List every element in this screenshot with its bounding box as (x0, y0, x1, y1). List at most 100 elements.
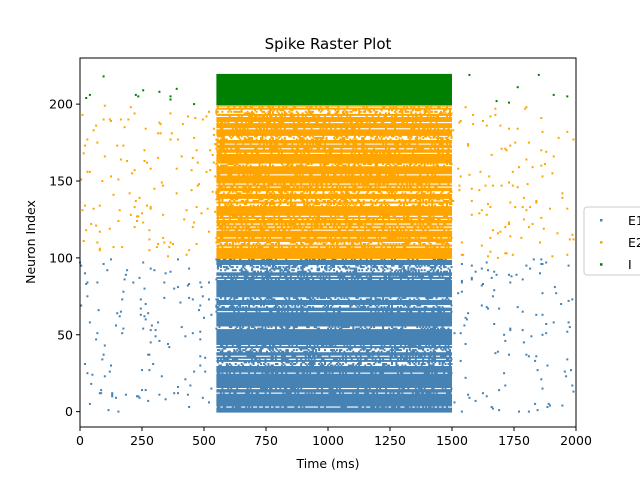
spike-dot (303, 275, 306, 278)
spike-dot (392, 163, 395, 166)
spike-dot (485, 124, 488, 127)
spike-dot (374, 164, 377, 167)
spike-dot (331, 364, 334, 367)
spike-dot (346, 326, 349, 329)
spike-dot (389, 278, 392, 281)
x-tick-label: 1750 (498, 433, 530, 448)
spike-dot (426, 115, 429, 118)
spike-dot (401, 183, 404, 186)
spike-dot (248, 361, 251, 364)
spike-dot (193, 103, 196, 106)
spike-dot (277, 218, 280, 221)
spike-dot (270, 152, 273, 155)
spike-dot (233, 164, 236, 167)
spike-dot (193, 221, 196, 224)
spike-dot (444, 363, 447, 365)
spike-band (216, 206, 452, 209)
spike-dot (380, 344, 383, 347)
spike-dot (401, 267, 404, 270)
spike-dot (276, 147, 279, 150)
spike-dot (297, 164, 300, 167)
spike-dot (227, 121, 230, 124)
spike-dot (402, 106, 405, 109)
spike-dot (225, 204, 228, 207)
spike-dot (434, 258, 437, 261)
spike-dot (443, 110, 446, 113)
spike-dot (264, 243, 267, 245)
spike-dot (443, 109, 446, 112)
spike-dot (225, 372, 228, 375)
spike-dot (379, 183, 382, 186)
spike-dot (408, 183, 411, 186)
spike-dot (252, 183, 255, 186)
spike-dot (401, 110, 404, 113)
spike-dot (236, 135, 239, 138)
spike-dot (540, 263, 543, 265)
spike-dot (258, 243, 261, 245)
spike-dot (364, 229, 367, 232)
spike-dot (285, 275, 288, 278)
spike-dot (209, 149, 212, 152)
spike-dot (322, 190, 325, 193)
spike-dot (386, 152, 389, 155)
spike-dot (222, 192, 225, 195)
spike-dot (410, 135, 413, 138)
spike-dot (407, 387, 410, 390)
spike-dot (365, 106, 368, 109)
spike-dot (383, 349, 386, 352)
spike-dot (277, 350, 280, 353)
spike-dot (255, 275, 258, 278)
spike-dot (310, 298, 313, 301)
spike-dot (379, 190, 382, 193)
spike-dot (440, 112, 443, 115)
spike-dot (224, 296, 227, 299)
spike-dot (289, 109, 292, 112)
spike-dot (248, 243, 251, 245)
spike-dot (395, 218, 398, 221)
spike-dot (419, 218, 422, 221)
spike-dot (417, 269, 420, 272)
spike-band (216, 287, 452, 290)
spike-dot (355, 275, 358, 278)
spike-dot (139, 307, 142, 310)
spike-dot (316, 269, 319, 272)
spike-dot (288, 215, 291, 218)
spike-dot (292, 204, 295, 207)
spike-dot (408, 349, 411, 352)
spike-dot (362, 110, 365, 113)
spike-dot (269, 310, 271, 313)
spike-dot (321, 173, 323, 176)
spike-dot (313, 361, 316, 364)
spike-dot (150, 324, 153, 327)
spike-dot (261, 275, 264, 278)
spike-dot (370, 135, 373, 138)
spike-dot (264, 387, 267, 390)
spike-dot (367, 109, 370, 112)
spike-dot (260, 223, 262, 225)
spike-band (216, 330, 452, 333)
spike-dot (416, 204, 419, 207)
spike-dot (251, 121, 254, 124)
spike-dot (343, 266, 346, 269)
spike-dot (116, 312, 119, 315)
spike-dot (234, 278, 237, 281)
spike-dot (234, 392, 237, 395)
spike-dot (245, 138, 248, 141)
spike-dot (167, 343, 169, 345)
spike-dot (279, 349, 282, 352)
spike-dot (392, 190, 395, 193)
spike-dot (228, 243, 231, 245)
spike-dot (428, 200, 431, 202)
spike-dot (324, 296, 326, 299)
spike-dot (505, 149, 508, 152)
spike-dot (385, 246, 387, 249)
spike-dot (434, 246, 437, 249)
spike-dot (337, 203, 340, 206)
spike-dot (327, 200, 329, 202)
spike-dot (458, 184, 461, 187)
spike-dot (96, 332, 99, 335)
spike-dot (334, 350, 337, 353)
spike-dot (303, 190, 306, 193)
spike-dot (261, 372, 264, 375)
spike-dot (221, 350, 224, 353)
